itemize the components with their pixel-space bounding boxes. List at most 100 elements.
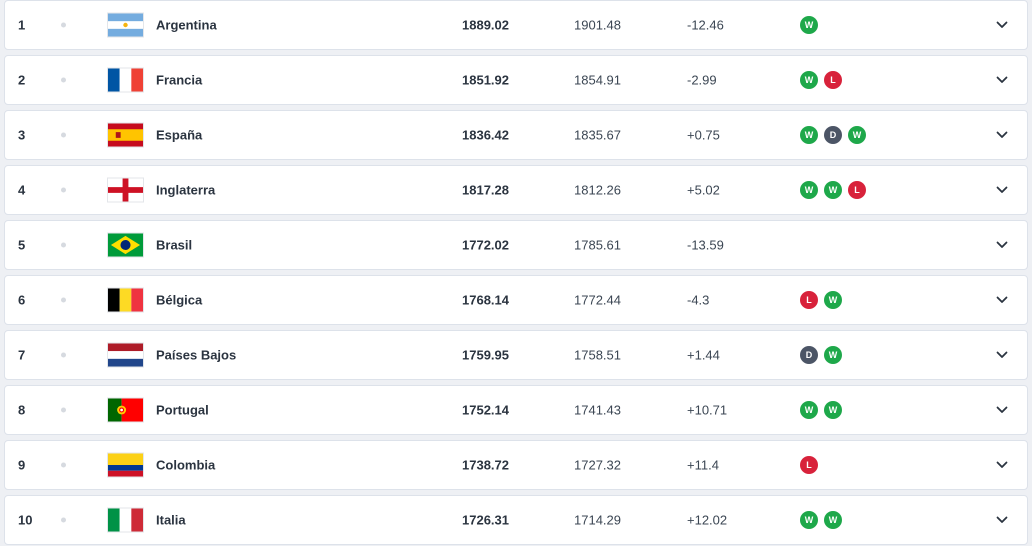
previous-points: 1854.91	[574, 72, 621, 88]
result-badge: W	[824, 346, 842, 364]
chevron-down-icon[interactable]	[995, 18, 1009, 32]
trend-dot-icon	[61, 77, 66, 83]
ranking-row-portugal[interactable]: 8 Portugal 1752.14 1741.43 +10.71 W W	[4, 385, 1028, 435]
current-points: 1772.02	[462, 237, 509, 253]
ranking-row-brasil[interactable]: 5 Brasil 1772.02 1785.61 -13.59	[4, 220, 1028, 270]
country-name[interactable]: España	[156, 127, 203, 143]
ranking-row-espana[interactable]: 3 España 1836.42 1835.67 +0.75 W D W	[4, 110, 1028, 160]
chevron-down-icon[interactable]	[995, 238, 1009, 252]
points-change: +12.02	[687, 512, 728, 528]
current-points: 1726.31	[462, 512, 509, 528]
ranking-row-francia[interactable]: 2 Francia 1851.92 1854.91 -2.99 W L	[4, 55, 1028, 105]
points-change: +5.02	[687, 182, 720, 198]
current-points: 1759.95	[462, 347, 509, 363]
colombia-flag-icon	[107, 452, 144, 478]
result-badge: D	[800, 346, 818, 364]
ranking-row-italia[interactable]: 10 Italia 1726.31 1714.29 +12.02 W W	[4, 495, 1028, 545]
spain-flag-icon	[107, 122, 144, 148]
argentina-flag-icon	[107, 12, 144, 38]
result-badge: W	[824, 401, 842, 419]
country-name[interactable]: Portugal	[156, 402, 209, 418]
country-name[interactable]: Colombia	[156, 457, 216, 473]
points-change: +0.75	[687, 127, 720, 143]
points-change: +11.4	[687, 457, 719, 473]
recent-results: D W	[800, 346, 842, 364]
result-badge: D	[824, 126, 842, 144]
ranking-row-argentina[interactable]: 1 Argentina 1889.02 1901.48 -12.46 W	[4, 0, 1028, 50]
italy-flag-icon	[107, 507, 144, 533]
brazil-flag-icon	[107, 232, 144, 258]
trend-dot-icon	[61, 517, 66, 523]
previous-points: 1785.61	[574, 237, 621, 253]
result-badge: W	[848, 126, 866, 144]
ranking-row-inglaterra[interactable]: 4 Inglaterra 1817.28 1812.26 +5.02 W W L	[4, 165, 1028, 215]
country-name[interactable]: Argentina	[156, 17, 217, 33]
points-change: +1.44	[687, 347, 720, 363]
result-badge: W	[800, 71, 818, 89]
ranking-row-paises-bajos[interactable]: 7 Países Bajos 1759.95 1758.51 +1.44 D W	[4, 330, 1028, 380]
recent-results: L	[800, 456, 818, 474]
current-points: 1851.92	[462, 72, 509, 88]
points-change: -13.59	[687, 237, 724, 253]
portugal-flag-icon	[107, 397, 144, 423]
chevron-down-icon[interactable]	[995, 403, 1009, 417]
current-points: 1752.14	[462, 402, 509, 418]
points-change: -12.46	[687, 17, 724, 33]
result-badge: W	[824, 181, 842, 199]
recent-results: W D W	[800, 126, 866, 144]
rank-number: 4	[18, 182, 26, 198]
previous-points: 1741.43	[574, 402, 621, 418]
country-name[interactable]: Países Bajos	[156, 347, 237, 363]
chevron-down-icon[interactable]	[995, 73, 1009, 87]
previous-points: 1812.26	[574, 182, 621, 198]
current-points: 1889.02	[462, 17, 509, 33]
current-points: 1836.42	[462, 127, 509, 143]
country-name[interactable]: Francia	[156, 72, 203, 88]
chevron-down-icon[interactable]	[995, 293, 1009, 307]
result-badge: W	[824, 511, 842, 529]
result-badge: L	[800, 456, 818, 474]
trend-dot-icon	[61, 352, 66, 358]
points-change: -2.99	[687, 72, 717, 88]
result-badge: W	[824, 291, 842, 309]
trend-dot-icon	[61, 297, 66, 303]
rank-number: 6	[18, 292, 26, 308]
previous-points: 1758.51	[574, 347, 621, 363]
previous-points: 1727.32	[574, 457, 621, 473]
current-points: 1768.14	[462, 292, 509, 308]
ranking-row-colombia[interactable]: 9 Colombia 1738.72 1727.32 +11.4 L	[4, 440, 1028, 490]
chevron-down-icon[interactable]	[995, 183, 1009, 197]
chevron-down-icon[interactable]	[995, 128, 1009, 142]
result-badge: W	[800, 511, 818, 529]
previous-points: 1835.67	[574, 127, 621, 143]
recent-results: W W L	[800, 181, 866, 199]
result-badge: L	[824, 71, 842, 89]
trend-dot-icon	[61, 242, 66, 248]
result-badge: W	[800, 16, 818, 34]
result-badge: L	[848, 181, 866, 199]
ranking-row-belgica[interactable]: 6 Bélgica 1768.14 1772.44 -4.3 L W	[4, 275, 1028, 325]
chevron-down-icon[interactable]	[995, 348, 1009, 362]
points-change: -4.3	[687, 292, 710, 308]
rank-number: 1	[18, 17, 26, 33]
previous-points: 1772.44	[574, 292, 621, 308]
recent-results: W W	[800, 401, 842, 419]
recent-results: L W	[800, 291, 842, 309]
country-name[interactable]: Inglaterra	[156, 182, 216, 198]
rank-number: 2	[18, 72, 26, 88]
chevron-down-icon[interactable]	[995, 458, 1009, 472]
chevron-down-icon[interactable]	[995, 513, 1009, 527]
rank-number: 7	[18, 347, 26, 363]
trend-dot-icon	[61, 462, 66, 468]
country-name[interactable]: Italia	[156, 512, 186, 528]
country-name[interactable]: Bélgica	[156, 292, 203, 308]
result-badge: L	[800, 291, 818, 309]
current-points: 1817.28	[462, 182, 509, 198]
rank-number: 3	[18, 127, 26, 143]
trend-dot-icon	[61, 407, 66, 413]
recent-results: W	[800, 16, 818, 34]
country-name[interactable]: Brasil	[156, 237, 193, 253]
recent-results: W L	[800, 71, 842, 89]
result-badge: W	[800, 126, 818, 144]
